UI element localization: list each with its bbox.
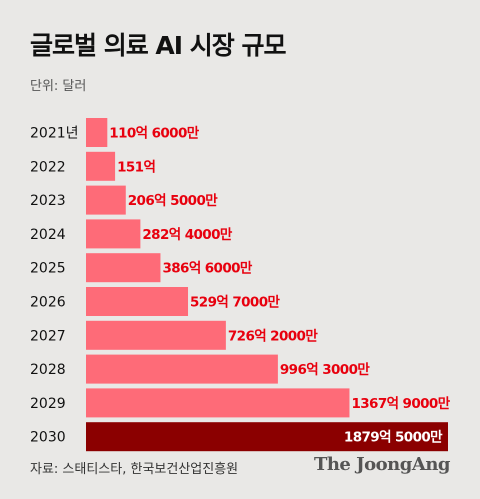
bar (86, 185, 126, 215)
data-label: 282억 4000만 (142, 227, 232, 243)
category-label: 2029 (30, 396, 66, 412)
bar (86, 320, 226, 350)
bar (86, 354, 278, 384)
publisher-logo: The JoongAng (313, 454, 451, 475)
bar (86, 151, 116, 181)
category-label: 2028 (30, 362, 66, 378)
data-label: 1879억 5000만 (344, 430, 443, 446)
bar (86, 219, 141, 249)
data-label: 726억 2000만 (228, 328, 318, 344)
category-label: 2022 (30, 159, 66, 175)
bar (86, 253, 161, 283)
category-label: 2025 (30, 261, 66, 277)
category-label: 2030 (30, 430, 66, 446)
data-label: 151억 (117, 159, 155, 175)
unit-label: 단위: 달러 (30, 79, 87, 94)
data-label: 996억 3000만 (280, 362, 370, 378)
data-label: 529억 7000만 (190, 295, 280, 311)
bar (86, 118, 108, 147)
source-note: 자료: 스태티스타, 한국보건산업진흥원 (30, 462, 239, 477)
category-label: 2026 (30, 295, 66, 311)
bar-highlight (86, 422, 448, 452)
category-label: 2024 (30, 227, 66, 243)
chart-title: 글로벌 의료 AI 시장 규모 (30, 31, 286, 60)
bar (86, 287, 189, 316)
category-label: 2021년 (30, 126, 79, 142)
category-label: 2027 (30, 328, 66, 344)
category-label: 2023 (30, 193, 66, 209)
data-label: 1367억 9000만 (351, 396, 450, 412)
bar (86, 388, 350, 418)
data-label: 386억 6000만 (162, 261, 252, 277)
data-label: 206억 5000만 (128, 193, 218, 209)
data-label: 110억 6000만 (109, 126, 199, 142)
